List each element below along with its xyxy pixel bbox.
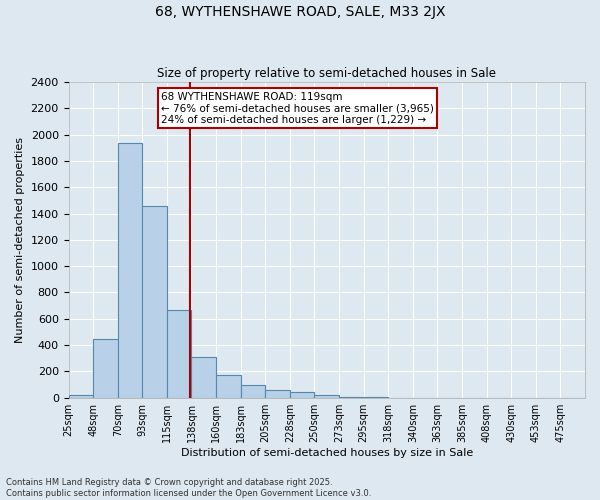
Bar (314, 396, 339, 398)
Text: Contains HM Land Registry data © Crown copyright and database right 2025.
Contai: Contains HM Land Registry data © Crown c… (6, 478, 371, 498)
Bar (290, 392, 314, 398)
Bar (68, 395, 93, 398)
Text: 68, WYTHENSHAWE ROAD, SALE, M33 2JX: 68, WYTHENSHAWE ROAD, SALE, M33 2JX (155, 5, 445, 19)
X-axis label: Distribution of semi-detached houses by size in Sale: Distribution of semi-detached houses by … (181, 448, 473, 458)
Bar (93, 338, 118, 398)
Y-axis label: Number of semi-detached properties: Number of semi-detached properties (15, 137, 25, 343)
Bar (191, 357, 216, 398)
Bar (265, 390, 290, 398)
Bar (339, 396, 364, 398)
Bar (142, 206, 167, 398)
Bar (241, 385, 265, 398)
Bar (216, 374, 241, 398)
Bar (118, 142, 142, 398)
Bar (167, 310, 191, 398)
Text: 68 WYTHENSHAWE ROAD: 119sqm
← 76% of semi-detached houses are smaller (3,965)
24: 68 WYTHENSHAWE ROAD: 119sqm ← 76% of sem… (161, 92, 434, 124)
Title: Size of property relative to semi-detached houses in Sale: Size of property relative to semi-detach… (157, 66, 496, 80)
